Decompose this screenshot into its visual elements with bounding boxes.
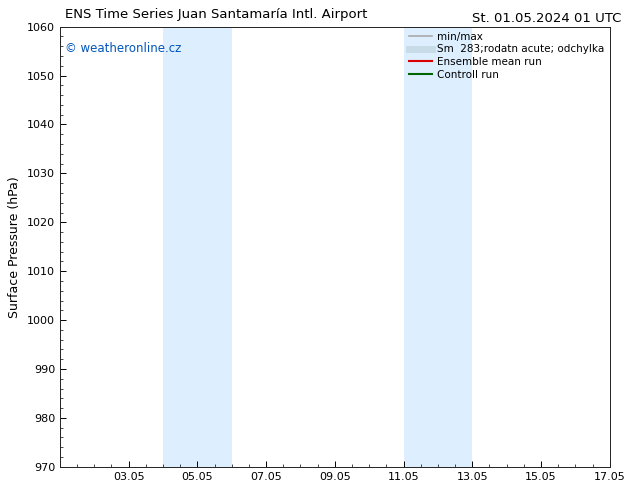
Bar [404,26,472,467]
Text: St. 01.05.2024 01 UTC: St. 01.05.2024 01 UTC [472,12,621,25]
Y-axis label: Surface Pressure (hPa): Surface Pressure (hPa) [8,176,22,318]
Text: © weatheronline.cz: © weatheronline.cz [65,42,182,55]
Legend: min/max, Sm  283;rodatn acute; odchylka, Ensemble mean run, Controll run: min/max, Sm 283;rodatn acute; odchylka, … [407,30,607,82]
Text: ENS Time Series Juan Santamaría Intl. Airport: ENS Time Series Juan Santamaría Intl. Ai… [65,8,368,22]
Bar [163,26,231,467]
